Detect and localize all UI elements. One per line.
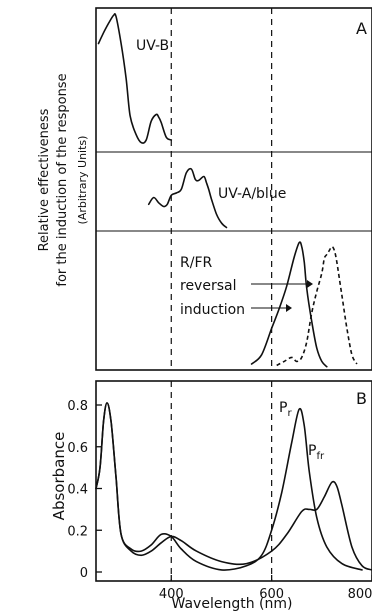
panel-b-ytick-label-0.4: 0.4: [67, 483, 88, 498]
panel-b-label: B: [356, 389, 367, 408]
panel-b-ytick-label-0.8: 0.8: [67, 399, 88, 414]
panel-a-section-3-series-induction-line: [250, 241, 328, 368]
panel-b-series-pfr-line: [95, 402, 372, 571]
panel-b-ytick-label-0: 0: [80, 566, 88, 581]
panel-b-xlabel: Wavelength (nm): [172, 596, 293, 612]
panel-b-ytick-label-0.6: 0.6: [67, 441, 88, 456]
induction-label: induction: [180, 302, 245, 318]
uva-blue-label: UV-A/blue: [218, 186, 286, 202]
reversal-arrowhead: [307, 280, 313, 288]
panel-a-label: A: [356, 19, 367, 38]
panel-b-reference-lines: [170, 381, 273, 581]
pr-label: Pr: [279, 400, 292, 419]
reversal-label: reversal: [180, 278, 236, 294]
panel-a-ylabel-line2: for the induction of the response: [55, 73, 70, 286]
panel-a-ylabel-units: (Arbitrary Units): [76, 136, 89, 225]
rfr-label: R/FR: [180, 255, 212, 271]
panel-b-xtick-label-400: 400: [159, 587, 184, 602]
panel-b-curves: [95, 402, 372, 571]
panel-b-frame: [95, 380, 372, 582]
panel-a-reference-lines: [170, 8, 273, 370]
uvb-label: UV-B: [136, 38, 169, 54]
pfr-label-sub: fr: [316, 451, 325, 462]
induction-arrowhead: [286, 304, 292, 312]
pr-label-sub: r: [287, 408, 292, 419]
panel-b-ytick-label-0.2: 0.2: [67, 524, 88, 539]
pr-label-main: P: [279, 400, 287, 416]
panel-a-ylabel-line1: Relative effectiveness: [37, 108, 52, 251]
panel-a-section-3-series-reversal-line: [276, 245, 358, 367]
panel-b-ticks: 0 0.2 0.4 0.6 0.8 400 600 800: [67, 399, 372, 602]
panel-b-xtick-label-600: 600: [259, 587, 284, 602]
panel-b-xtick-label-800: 800: [348, 587, 372, 602]
panel-a-frame: [95, 7, 372, 371]
panel-a-section-2-series-1-line: [147, 167, 228, 229]
pfr-label-main: P: [308, 443, 316, 459]
pfr-label: Pfr: [308, 443, 325, 462]
panel-a-section-1-series-1-line: [97, 13, 173, 144]
panel-b-ylabel: Absorbance: [50, 432, 68, 521]
panel-b-series-pr-line: [95, 402, 363, 571]
panel-a-curves: [97, 13, 358, 368]
